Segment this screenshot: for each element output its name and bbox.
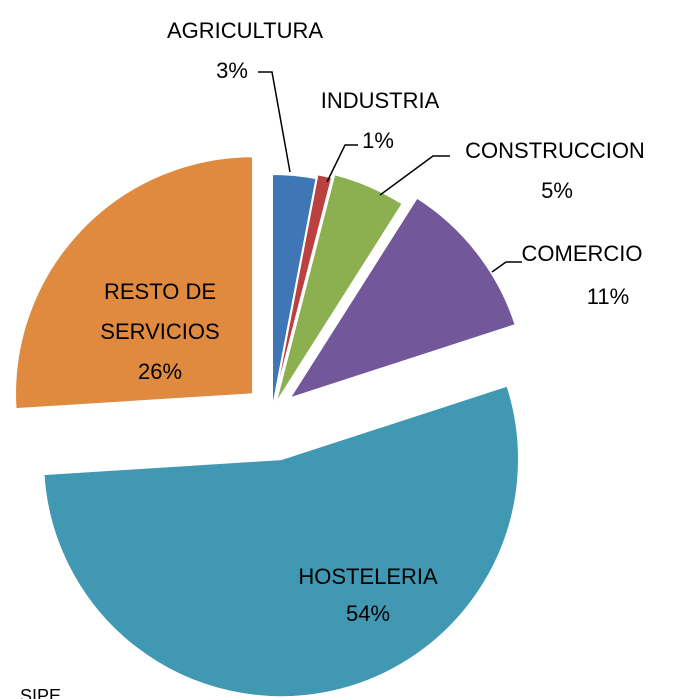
leader-line [491,261,522,273]
slice-label: INDUSTRIA [321,88,440,113]
slice-label: RESTO DE SERVICIOS [100,279,220,344]
slice-label: CONSTRUCCION [465,138,645,163]
leader-line [379,155,450,196]
slice-value-label: 26% [137,359,183,384]
source: SIPE [20,686,62,699]
slice-value-label: 5% [541,178,573,203]
slice-value-label: 54% [346,601,390,626]
pie-slice [14,155,255,411]
slice-label: COMERCIO [522,241,643,266]
slice-value-label: 1% [362,128,394,153]
slice-value-label: 11% [587,284,629,309]
pie-slice [42,384,520,699]
pie-slice [271,173,334,409]
leader-line [258,71,291,173]
slice-label: HOSTELERIA [298,564,438,589]
leader-line [326,144,358,183]
pie-slice [274,172,405,406]
slice-label: AGRICULTURA [167,18,323,43]
slice-value-label: 3% [216,58,248,83]
pie-slice [287,196,517,401]
